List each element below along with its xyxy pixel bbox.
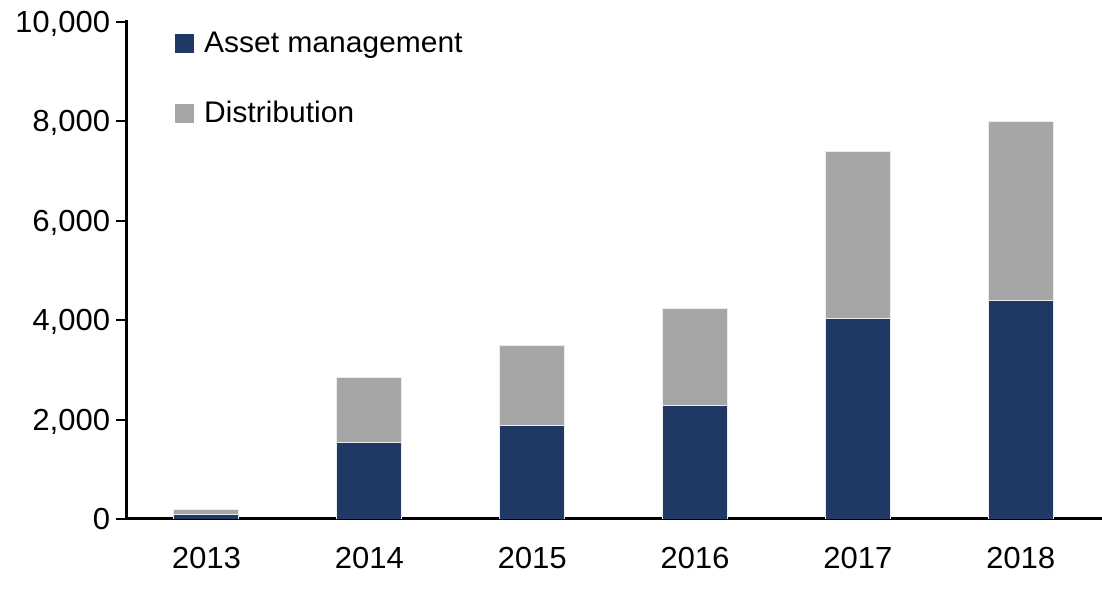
x-label-2018: 2018 (986, 540, 1056, 575)
bar-2015-distribution (499, 345, 566, 425)
y-tick-4000 (116, 319, 125, 322)
y-tick-6000 (116, 219, 125, 222)
y-tick-label-6000: 6,000 (32, 202, 110, 238)
y-tick-10000 (116, 21, 125, 23)
y-tick-label-10000: 10,000 (15, 4, 110, 39)
bar-2015-asset-management (499, 424, 566, 519)
legend-label-distribution: Distribution (204, 96, 355, 129)
y-tick-label-2000: 2,000 (32, 401, 110, 437)
distribution-swatch-icon (175, 103, 194, 123)
bar-2017-asset-management (824, 317, 891, 519)
bar-2018-distribution (987, 121, 1054, 301)
bar-2013-asset-management (173, 514, 240, 519)
bar-2014-asset-management (336, 441, 403, 519)
y-tick-8000 (116, 120, 125, 123)
bar-2013-distribution (173, 509, 240, 515)
y-tick-label-8000: 8,000 (32, 103, 110, 139)
bar-2018-asset-management (987, 300, 1054, 519)
legend-item-asset-management: Asset management (175, 26, 462, 60)
y-tick-label-0: 0 (92, 501, 110, 536)
legend: Asset management Distribution (175, 26, 462, 166)
bar-2016-distribution (661, 307, 728, 405)
legend-item-distribution: Distribution (175, 96, 462, 130)
x-axis-line (125, 517, 1102, 520)
y-tick-2000 (116, 418, 125, 421)
x-label-2017: 2017 (823, 540, 893, 575)
legend-label-asset-management: Asset management (204, 26, 463, 59)
y-tick-0 (116, 518, 125, 520)
asset-management-swatch-icon (175, 33, 194, 53)
y-tick-label-4000: 4,000 (32, 302, 110, 338)
bar-2014-distribution (336, 377, 403, 442)
x-label-2013: 2013 (171, 540, 241, 575)
bar-2017-distribution (824, 151, 891, 318)
y-axis-line (125, 20, 128, 520)
bar-2016-asset-management (661, 404, 728, 519)
x-label-2014: 2014 (334, 540, 404, 575)
x-label-2016: 2016 (660, 540, 730, 575)
x-label-2015: 2015 (497, 540, 567, 575)
